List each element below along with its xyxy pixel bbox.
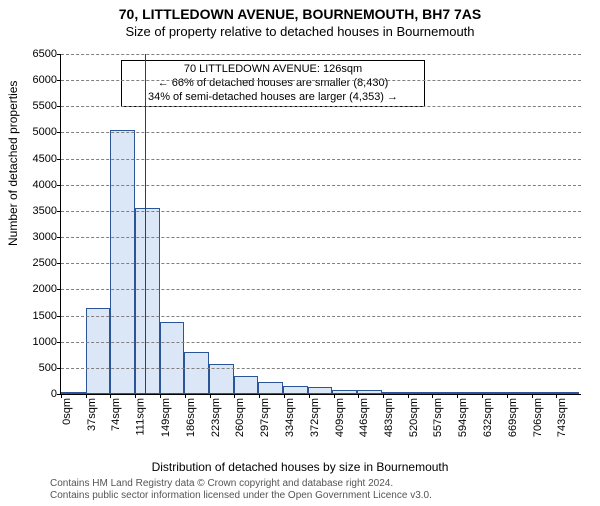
gridline-h — [61, 54, 581, 55]
xtick-label: 409sqm — [334, 398, 346, 437]
ytick-mark — [57, 80, 61, 81]
histogram-bar — [61, 392, 86, 394]
xtick-label: 149sqm — [160, 398, 172, 437]
histogram-bar — [184, 352, 209, 394]
ytick-mark — [57, 289, 61, 290]
ytick-label: 1000 — [23, 336, 57, 348]
ytick-mark — [57, 132, 61, 133]
xtick-label: 706sqm — [532, 398, 544, 437]
page-title: 70, LITTLEDOWN AVENUE, BOURNEMOUTH, BH7 … — [0, 6, 600, 22]
xtick-label: 594sqm — [457, 398, 469, 437]
histogram-bar — [110, 130, 135, 394]
footer-line2: Contains public sector information licen… — [50, 490, 432, 502]
histogram-bar — [308, 387, 333, 394]
ytick-label: 1500 — [23, 310, 57, 322]
ytick-mark — [57, 368, 61, 369]
gridline-h — [61, 316, 581, 317]
histogram-bar — [480, 392, 505, 394]
annotation-line2: ← 66% of detached houses are smaller (8,… — [128, 77, 418, 91]
ytick-mark — [57, 316, 61, 317]
xtick-label: 334sqm — [284, 398, 296, 437]
ytick-mark — [57, 159, 61, 160]
reference-line — [145, 54, 146, 394]
xtick-label: 743sqm — [556, 398, 568, 437]
gridline-h — [61, 342, 581, 343]
gridline-h — [61, 106, 581, 107]
xtick-label: 111sqm — [135, 398, 147, 436]
gridline-h — [61, 289, 581, 290]
xtick-label: 669sqm — [507, 398, 519, 437]
histogram-bar — [86, 308, 111, 394]
page-subtitle: Size of property relative to detached ho… — [0, 24, 600, 39]
ytick-label: 2000 — [23, 283, 57, 295]
plot-area: 70 LITTLEDOWN AVENUE: 126sqm ← 66% of de… — [60, 54, 581, 395]
xtick-label: 632sqm — [482, 398, 494, 437]
histogram-bar — [357, 390, 382, 394]
xtick-label: 520sqm — [408, 398, 420, 437]
xtick-label: 223sqm — [210, 398, 222, 437]
histogram-bar — [234, 376, 259, 394]
ytick-label: 5500 — [23, 100, 57, 112]
ytick-mark — [57, 211, 61, 212]
histogram-bar — [258, 382, 283, 394]
xtick-label: 186sqm — [185, 398, 197, 437]
histogram-bar — [554, 392, 579, 394]
annotation-line3: 34% of semi-detached houses are larger (… — [128, 91, 418, 105]
ytick-label: 3000 — [23, 231, 57, 243]
ytick-label: 2500 — [23, 257, 57, 269]
histogram-bar — [431, 392, 456, 394]
chart-container: 70 LITTLEDOWN AVENUE: 126sqm ← 66% of de… — [60, 54, 580, 434]
xtick-label: 74sqm — [110, 398, 122, 431]
xtick-label: 372sqm — [309, 398, 321, 437]
xtick-label: 37sqm — [86, 398, 98, 431]
ytick-label: 6000 — [23, 74, 57, 86]
ytick-label: 3500 — [23, 205, 57, 217]
gridline-h — [61, 132, 581, 133]
footer-line1: Contains HM Land Registry data © Crown c… — [50, 478, 432, 490]
ytick-mark — [57, 106, 61, 107]
ytick-label: 4500 — [23, 153, 57, 165]
ytick-label: 5000 — [23, 126, 57, 138]
footer-credits: Contains HM Land Registry data © Crown c… — [50, 478, 432, 502]
gridline-h — [61, 368, 581, 369]
xtick-label: 557sqm — [432, 398, 444, 437]
xtick-label: 297sqm — [259, 398, 271, 437]
ytick-label: 4000 — [23, 179, 57, 191]
histogram-bar — [332, 390, 357, 394]
xtick-label: 483sqm — [383, 398, 395, 437]
gridline-h — [61, 211, 581, 212]
histogram-bar — [456, 392, 481, 394]
histogram-bar — [283, 386, 308, 394]
xtick-label: 0sqm — [61, 398, 73, 425]
ytick-mark — [57, 237, 61, 238]
annotation-line1: 70 LITTLEDOWN AVENUE: 126sqm — [128, 63, 418, 77]
ytick-mark — [57, 185, 61, 186]
x-axis-label: Distribution of detached houses by size … — [0, 460, 600, 474]
ytick-mark — [57, 342, 61, 343]
ytick-label: 6500 — [23, 48, 57, 60]
annotation-box: 70 LITTLEDOWN AVENUE: 126sqm ← 66% of de… — [121, 60, 425, 107]
xtick-label: 446sqm — [358, 398, 370, 437]
histogram-bar — [382, 392, 407, 394]
gridline-h — [61, 263, 581, 264]
histogram-bar — [505, 392, 530, 394]
gridline-h — [61, 80, 581, 81]
gridline-h — [61, 185, 581, 186]
ytick-label: 500 — [23, 362, 57, 374]
xtick-label: 260sqm — [234, 398, 246, 437]
gridline-h — [61, 237, 581, 238]
histogram-bar — [530, 392, 555, 394]
gridline-h — [61, 159, 581, 160]
histogram-bar — [406, 392, 431, 394]
ytick-mark — [57, 54, 61, 55]
y-axis-label: Number of detached properties — [6, 81, 20, 246]
ytick-label: 0 — [23, 388, 57, 400]
histogram-bar — [160, 322, 185, 394]
ytick-mark — [57, 263, 61, 264]
